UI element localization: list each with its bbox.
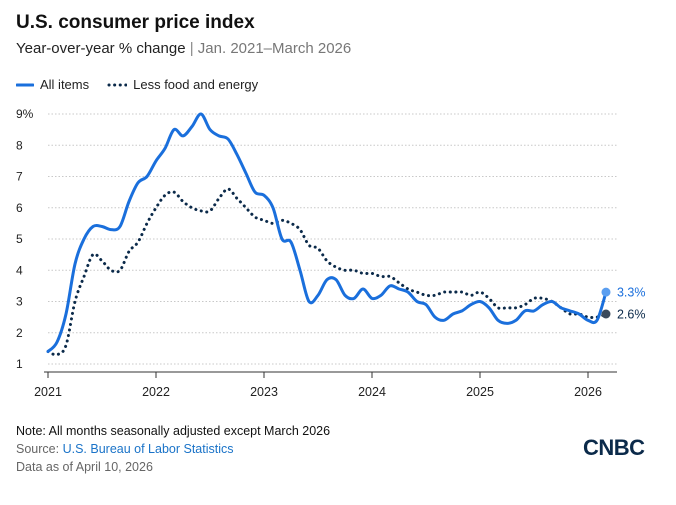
y-axis-ticks: 1 2 3 4 5 6 7 8 9% [16, 107, 34, 371]
source-link[interactable]: U.S. Bureau of Labor Statistics [62, 442, 234, 456]
subtitle-main: Year-over-year % change [16, 40, 186, 57]
x-tick-label-2021: 2021 [34, 385, 62, 399]
series-line-all-items [46, 112, 608, 353]
as-of-date: Data as of April 10, 2026 [16, 460, 153, 474]
y-tick-label-8: 8 [16, 138, 23, 152]
note-text: Note: All months seasonally adjusted exc… [16, 424, 331, 438]
series-line-core [46, 187, 608, 357]
x-tick-label-2024: 2024 [358, 385, 386, 399]
end-marker-all-items [601, 287, 611, 297]
subtitle-separator: | [189, 40, 194, 57]
logo-text: CNBC [583, 435, 645, 460]
y-tick-label-2: 2 [16, 326, 23, 340]
x-tick-label-2023: 2023 [250, 385, 278, 399]
legend-item-all-items: All items [16, 77, 89, 92]
y-tick-label-3: 3 [16, 295, 23, 309]
subtitle-dates: Jan. 2021–March 2026 [197, 40, 352, 57]
legend-item-core: Less food and energy [107, 77, 258, 92]
legend-swatch-solid [16, 83, 34, 86]
series-lines [46, 112, 608, 357]
y-tick-label-9: 9% [16, 107, 34, 121]
y-tick-label-5: 5 [16, 232, 23, 246]
end-marker-core [601, 309, 611, 319]
chart-notes: Note: All months seasonally adjusted exc… [16, 422, 330, 476]
x-tick-label-2025: 2025 [466, 385, 494, 399]
end-label-core: 2.6% [617, 308, 646, 322]
source-prefix: Source: [16, 442, 60, 456]
cnbc-logo: CNBC [583, 435, 646, 460]
legend-label-core: Less food and energy [133, 77, 259, 92]
x-axis: 2021 2022 2023 2024 2025 2026 [34, 371, 617, 399]
y-tick-label-1: 1 [16, 357, 23, 371]
x-tick-label-2022: 2022 [142, 385, 170, 399]
legend-label-all-items: All items [40, 77, 90, 92]
y-tick-label-6: 6 [16, 201, 23, 215]
x-tick-label-2026: 2026 [574, 385, 602, 399]
end-label-all-items: 3.3% [617, 286, 646, 300]
chart-legend: All items Less food and energy [16, 77, 276, 92]
grid-lines [48, 113, 617, 365]
y-tick-label-4: 4 [16, 263, 23, 277]
source-line: Source: U.S. Bureau of Labor Statistics [16, 440, 330, 458]
y-tick-label-7: 7 [16, 170, 23, 184]
line-chart: 1 2 3 4 5 6 7 8 9% 2021 2022 2023 2024 2025 2026 3.3%… [16, 107, 645, 399]
chart-title: U.S. consumer price index [16, 12, 255, 33]
end-markers: 3.3% 2.6% [601, 286, 645, 322]
chart-subtitle: Year-over-year % change | Jan. 2021–Marc… [16, 40, 351, 57]
